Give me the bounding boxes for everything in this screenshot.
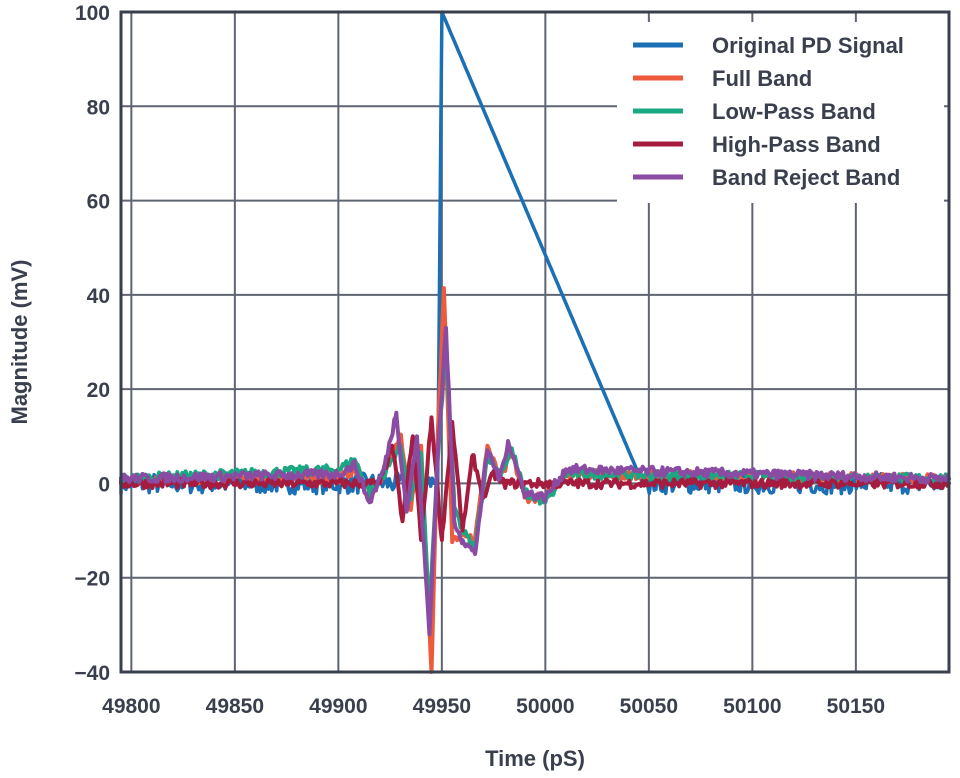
legend-label: Low-Pass Band: [712, 99, 876, 124]
y-tick-label: −40: [74, 662, 110, 685]
y-tick-label: 80: [87, 96, 110, 119]
series-line-band-reject-band: [119, 325, 951, 637]
x-tick-label: 49900: [309, 695, 367, 718]
x-axis-ticks: 49800 49850 49900 49950 50000 50050 50100 50150: [102, 695, 885, 718]
x-tick-label: 49850: [206, 695, 264, 718]
y-tick-label: 60: [87, 191, 110, 214]
y-axis-ticks: −40 −20 0 20 40 60 80 100: [74, 2, 110, 685]
x-axis-label: Time (pS): [485, 746, 585, 771]
legend: Original PD Signal Full Band Low-Pass Band…: [617, 22, 944, 203]
x-tick-label: 50050: [620, 695, 678, 718]
y-tick-label: 100: [75, 2, 110, 25]
y-tick-label: 0: [98, 473, 110, 496]
y-axis-label: Magnitude (mV): [7, 260, 32, 425]
legend-label: High-Pass Band: [712, 132, 881, 157]
x-tick-label: 50150: [827, 695, 885, 718]
x-tick-label: 50100: [723, 695, 781, 718]
legend-label: Full Band: [712, 66, 812, 91]
series-lines: [119, 10, 951, 674]
y-tick-label: −20: [74, 568, 110, 591]
x-tick-label: 50000: [516, 695, 574, 718]
y-tick-label: 20: [87, 379, 110, 402]
y-tick-label: 40: [87, 285, 110, 308]
legend-label: Band Reject Band: [712, 165, 900, 190]
plot-frame: [119, 10, 951, 674]
x-tick-label: 49950: [413, 695, 471, 718]
legend-label: Original PD Signal: [712, 33, 904, 58]
x-tick-label: 49800: [102, 695, 160, 718]
